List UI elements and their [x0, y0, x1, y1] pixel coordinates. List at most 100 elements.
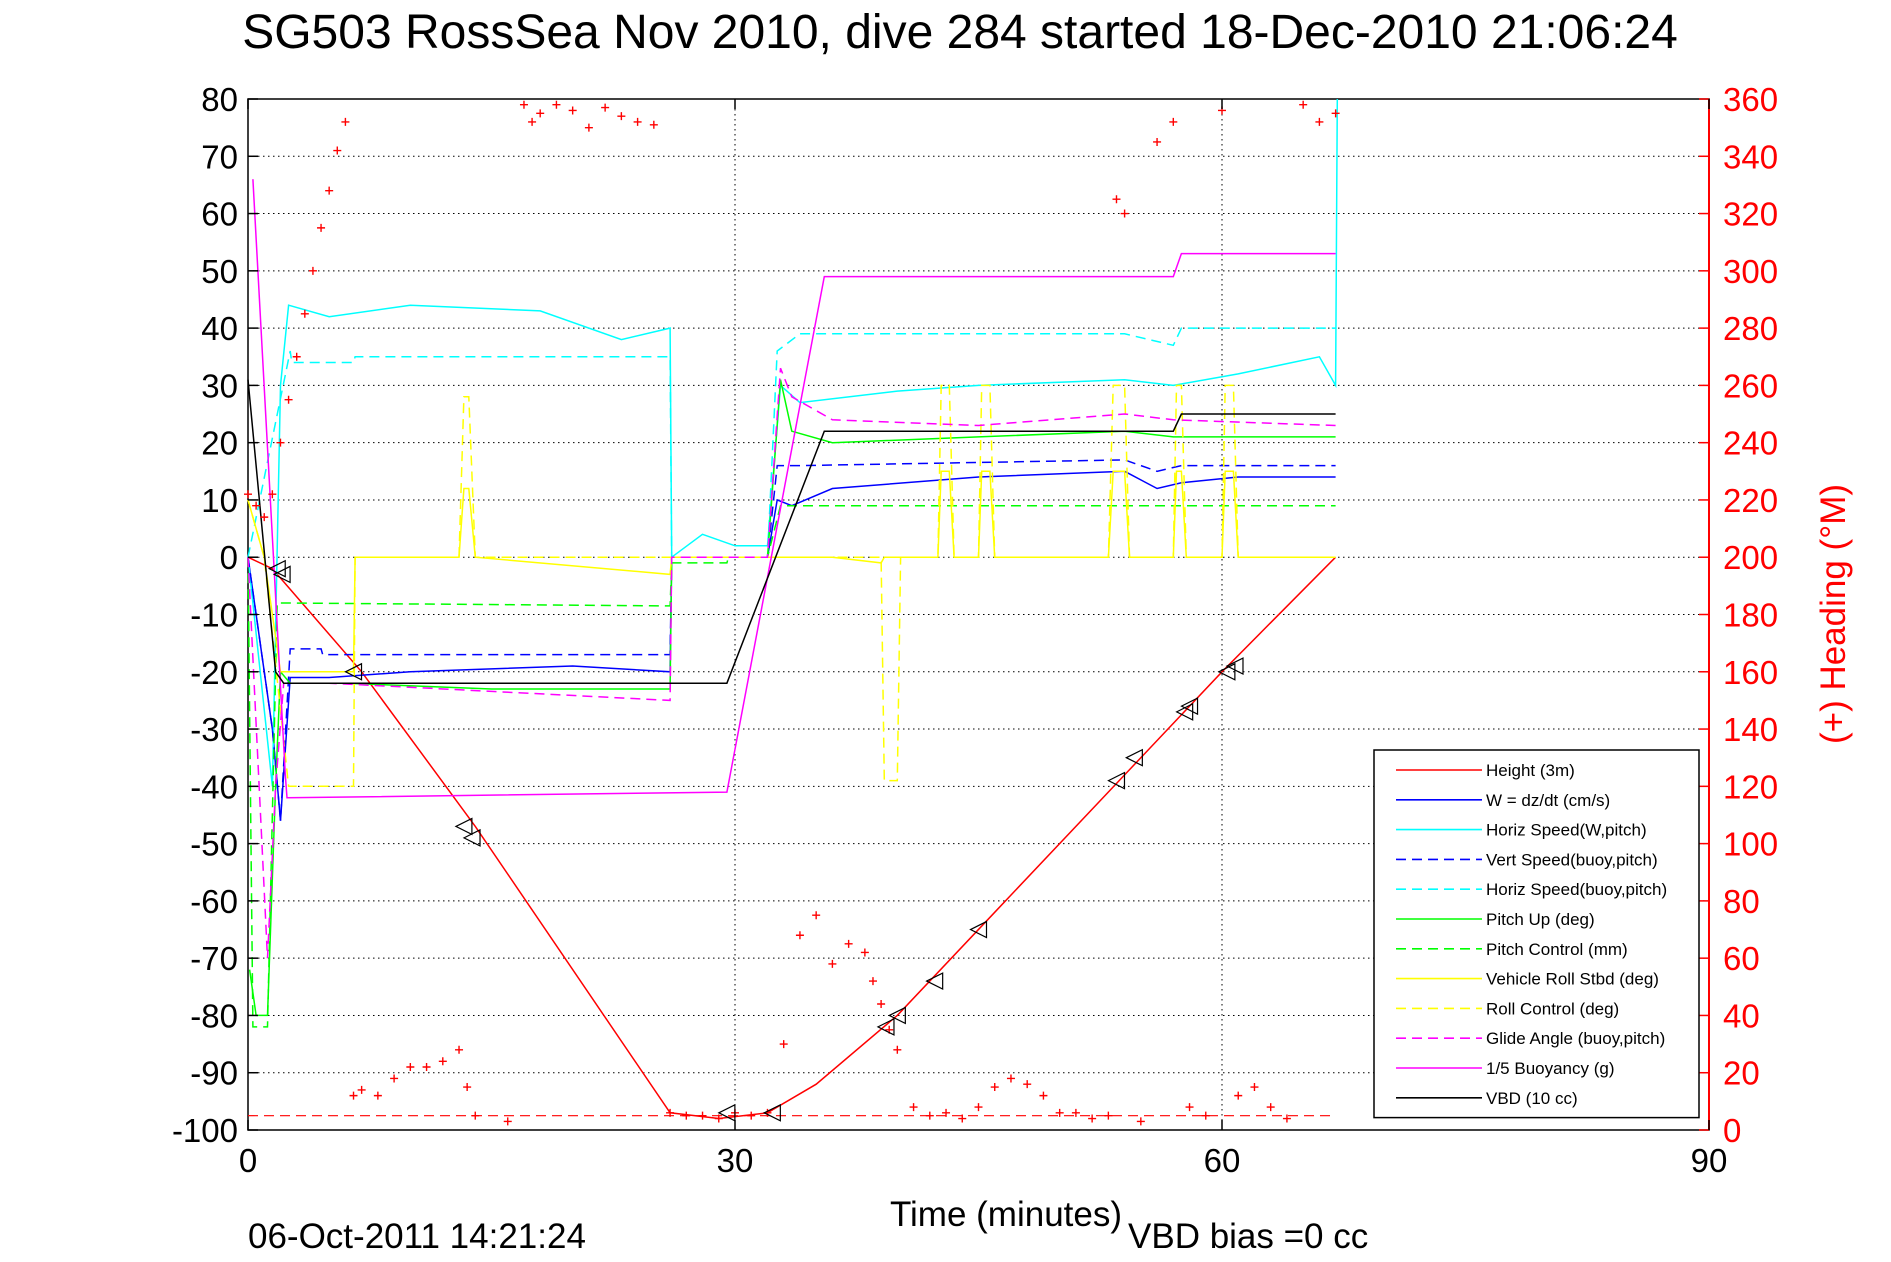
left-tick-label: 80 — [201, 81, 238, 118]
heading-point — [268, 490, 277, 499]
left-tick-label: -40 — [190, 768, 238, 805]
heading-point — [1023, 1080, 1032, 1089]
legend-label: W = dz/dt (cm/s) — [1486, 791, 1610, 810]
heading-point — [868, 977, 877, 986]
grid-layer — [248, 99, 1709, 1130]
right-tick-label: 140 — [1723, 711, 1778, 748]
left-tick-label: 0 — [220, 539, 238, 576]
triangle-marker — [272, 565, 291, 584]
heading-point — [1315, 117, 1324, 126]
heading-point — [503, 1117, 512, 1126]
left-tick-label: 70 — [201, 138, 238, 175]
heading-point — [1136, 1117, 1145, 1126]
heading-point — [308, 266, 317, 275]
heading-point — [909, 1103, 918, 1112]
footer-date: 06-Oct-2011 14:21:24 — [248, 1217, 586, 1256]
right-tick-label: 100 — [1723, 826, 1778, 863]
heading-point — [438, 1057, 447, 1066]
right-axis-label: (+) Heading (°M) — [1814, 484, 1853, 744]
heading-point — [747, 1111, 756, 1120]
x-axis: 0 30 60 90 — [239, 99, 1727, 1179]
series-line-11 — [252, 179, 1336, 799]
heading-point — [552, 100, 561, 109]
heading-point — [812, 911, 821, 920]
right-y-axis: 3603403203002802602402202001801601401201… — [1699, 81, 1778, 1149]
heading-point — [1234, 1091, 1243, 1100]
left-tick-label: -60 — [190, 883, 238, 920]
heading-point — [422, 1062, 431, 1071]
left-tick-label: -90 — [190, 1055, 238, 1092]
right-tick-label: 240 — [1723, 425, 1778, 462]
legend-box — [1373, 749, 1700, 1119]
heading-point — [1071, 1108, 1080, 1117]
left-tick-label: 50 — [201, 253, 238, 290]
heading-point — [1104, 1111, 1113, 1120]
legend-label: Horiz Speed(buoy,pitch) — [1486, 880, 1667, 899]
right-tick-label: 360 — [1723, 81, 1778, 118]
right-tick-label: 0 — [1723, 1112, 1741, 1149]
right-tick-label: 300 — [1723, 253, 1778, 290]
heading-point — [300, 309, 309, 318]
series-line-8 — [247, 470, 1336, 673]
right-tick-label: 160 — [1723, 654, 1778, 691]
heading-point — [925, 1111, 934, 1120]
heading-point — [260, 513, 269, 522]
right-tick-label: 280 — [1723, 310, 1778, 347]
x-axis-label: Time (minutes) — [890, 1195, 1122, 1234]
heading-point — [617, 112, 626, 121]
heading-point — [698, 1111, 707, 1120]
heading-point — [795, 931, 804, 940]
heading-point — [252, 501, 261, 510]
heading-point — [990, 1083, 999, 1092]
heading-point — [568, 106, 577, 115]
legend-label: Pitch Control (mm) — [1486, 940, 1628, 959]
series-line-12 — [247, 379, 1336, 684]
series-line-7 — [247, 504, 1336, 1028]
heading-point — [349, 1091, 358, 1100]
triangle-marker — [1217, 662, 1236, 681]
heading-point — [779, 1040, 788, 1049]
heading-point — [649, 120, 658, 129]
heading-point — [893, 1045, 902, 1054]
triangle-marker — [1107, 771, 1126, 790]
heading-point — [1055, 1108, 1064, 1117]
left-tick-label: -10 — [190, 597, 238, 634]
heading-point — [974, 1103, 983, 1112]
heading-point — [325, 186, 334, 195]
heading-point — [682, 1111, 691, 1120]
legend-label: Vert Speed(buoy,pitch) — [1486, 850, 1658, 869]
right-tick-label: 60 — [1723, 940, 1760, 977]
heading-point — [1039, 1091, 1048, 1100]
heading-point — [860, 948, 869, 957]
triangle-marker — [925, 972, 944, 991]
legend-label: VBD (10 cc) — [1486, 1089, 1578, 1108]
heading-point — [828, 959, 837, 968]
right-tick-label: 80 — [1723, 883, 1760, 920]
chart-title: SG503 RossSea Nov 2010, dive 284 started… — [242, 6, 1678, 59]
heading-point — [1120, 209, 1129, 218]
heading-point — [844, 939, 853, 948]
right-tick-label: 180 — [1723, 597, 1778, 634]
left-tick-label: -30 — [190, 711, 238, 748]
left-tick-label: 10 — [201, 482, 238, 519]
right-tick-label: 260 — [1723, 367, 1778, 404]
triangle-marker — [876, 1017, 895, 1036]
legend-label: Glide Angle (buoy,pitch) — [1486, 1029, 1665, 1048]
triangle-marker — [1124, 748, 1143, 767]
heading-point — [1112, 195, 1121, 204]
heading-point — [1282, 1114, 1291, 1123]
heading-point — [1331, 109, 1340, 118]
heading-point — [317, 223, 326, 232]
right-tick-label: 20 — [1723, 1055, 1760, 1092]
triangle-marker — [454, 817, 473, 836]
heading-point — [1250, 1083, 1259, 1092]
x-tick-label: 60 — [1204, 1142, 1241, 1179]
heading-point — [390, 1074, 399, 1083]
heading-point — [601, 103, 610, 112]
left-y-axis: 80 70 60 50 40 30 20 10 0 -10 -20 -30 -40 -50 -60 -70 -8… — [172, 81, 258, 1149]
heading-point — [536, 109, 545, 118]
series-line-10 — [247, 367, 1336, 959]
heading-point — [333, 146, 342, 155]
heading-point — [463, 1083, 472, 1092]
